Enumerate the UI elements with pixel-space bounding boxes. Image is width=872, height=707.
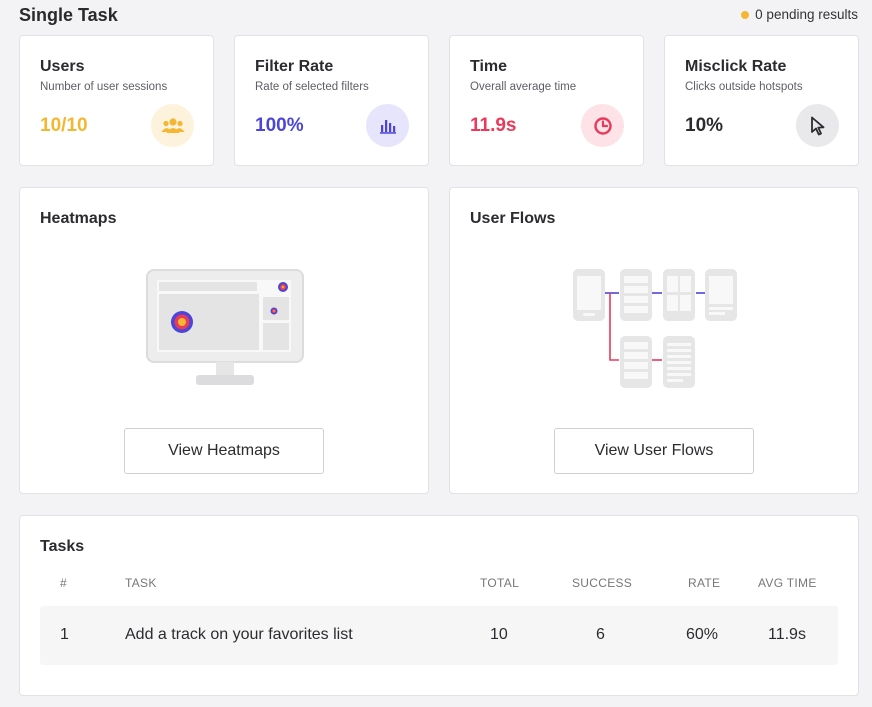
stat-value: 10/10 — [40, 115, 88, 136]
task-index: 1 — [60, 626, 69, 643]
task-rate: 60% — [686, 626, 719, 643]
tasks-title: Tasks — [40, 538, 85, 555]
column-header-success: SUCCESS — [572, 576, 633, 590]
column-header-total: TOTAL — [480, 576, 520, 590]
user-flow-illustration — [572, 268, 738, 395]
stat-subtitle: Rate of selected filters — [255, 81, 369, 93]
bar-chart-icon — [366, 104, 409, 147]
column-header-rate: RATE — [688, 576, 721, 590]
heatmaps-title: Heatmaps — [40, 210, 117, 227]
pending-dot — [741, 10, 750, 19]
users-icon — [151, 104, 194, 147]
clock-icon — [581, 104, 624, 147]
column-header-index: # — [60, 576, 67, 590]
table-row[interactable]: 1 Add a track on your favorites list 10 … — [40, 606, 838, 665]
pending-results-label: 0 pending results — [755, 7, 858, 22]
user-flows-panel: User Flows — [449, 187, 859, 494]
stat-card-filter-rate: Filter Rate Rate of selected filters 100… — [234, 35, 429, 166]
user-flows-title: User Flows — [470, 210, 556, 227]
column-header-task: TASK — [125, 576, 157, 590]
cursor-icon — [796, 104, 839, 147]
page-title: Single Task — [19, 5, 118, 25]
task-total: 10 — [490, 626, 508, 643]
stat-subtitle: Overall average time — [470, 81, 577, 93]
stat-subtitle: Number of user sessions — [40, 81, 168, 93]
task-success: 6 — [596, 626, 605, 643]
view-user-flows-button[interactable]: View User Flows — [554, 428, 754, 474]
stat-title: Misclick Rate — [685, 58, 787, 75]
monitor-heatmap-illustration — [146, 269, 304, 394]
pending-results: 0 pending results — [741, 7, 858, 22]
stat-card-time: Time Overall average time 11.9s — [449, 35, 644, 166]
stat-value: 100% — [255, 115, 304, 136]
stat-title: Users — [40, 58, 85, 75]
task-avg-time: 11.9s — [768, 626, 806, 643]
view-heatmaps-button[interactable]: View Heatmaps — [124, 428, 324, 474]
stat-title: Filter Rate — [255, 58, 334, 75]
stat-subtitle: Clicks outside hotspots — [685, 81, 803, 93]
tasks-panel: Tasks # TASK TOTAL SUCCESS RATE AVG TIME… — [19, 515, 859, 696]
heatmaps-panel: Heatmaps View Heatmaps — [19, 187, 429, 494]
task-name: Add a track on your favorites list — [125, 626, 353, 643]
stat-title: Time — [470, 58, 508, 75]
stat-card-misclick-rate: Misclick Rate Clicks outside hotspots 10… — [664, 35, 859, 166]
stat-value: 11.9s — [470, 115, 517, 136]
stat-card-users: Users Number of user sessions 10/10 — [19, 35, 214, 166]
column-header-avg-time: AVG TIME — [758, 576, 817, 590]
stat-value: 10% — [685, 115, 724, 136]
